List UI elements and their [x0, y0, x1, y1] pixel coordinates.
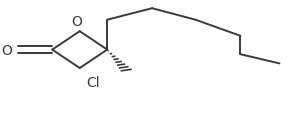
Text: O: O	[1, 43, 12, 57]
Text: O: O	[71, 15, 82, 29]
Text: Cl: Cl	[86, 75, 100, 89]
